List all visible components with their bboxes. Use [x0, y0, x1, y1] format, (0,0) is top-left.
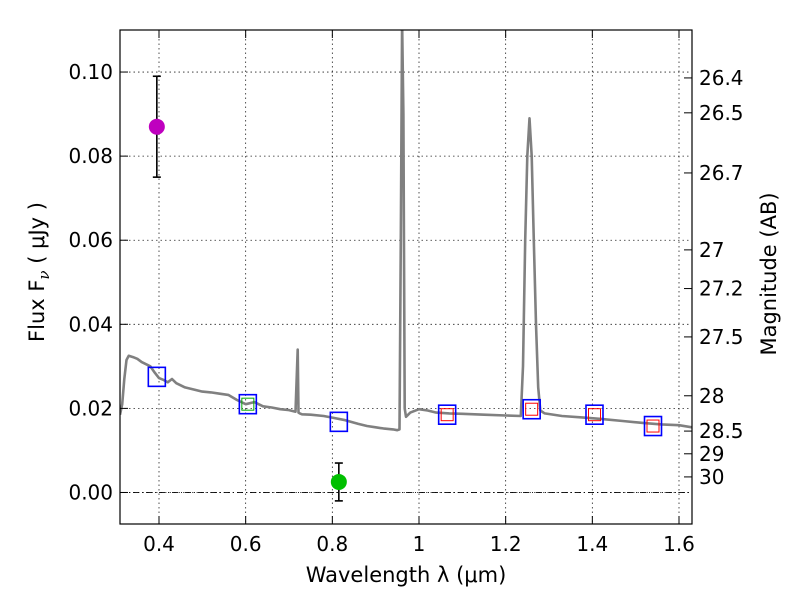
right-axis-title: Magnitude (AB)	[757, 192, 781, 355]
model-box	[437, 404, 457, 425]
model-box-inner	[525, 402, 539, 416]
x-tick-label: 1.2	[490, 532, 522, 556]
right-tick-label: 28	[699, 384, 724, 408]
detection-point	[148, 118, 165, 135]
right-tick-label: 29	[699, 442, 724, 466]
plot-frame	[119, 29, 693, 525]
y-tick-label: 0.00	[68, 480, 113, 504]
marks-layer	[120, 30, 692, 502]
x-tick-label: 1.4	[576, 532, 608, 556]
right-tick-label: 28.5	[699, 419, 744, 443]
x-tick-label: 0.6	[230, 532, 262, 556]
model-box-inner	[440, 408, 454, 422]
model-box	[643, 415, 663, 437]
grid-layer	[120, 30, 692, 524]
model-box-inner	[646, 419, 660, 433]
model-box-inner	[241, 397, 255, 411]
model-box	[147, 366, 167, 388]
y-axis-title-subscript: ν	[35, 270, 53, 279]
y-tick-label: 0.04	[68, 312, 113, 336]
right-tick-label: 27.5	[699, 325, 744, 349]
ticks-layer: 0.4 0.6 0.8 1 1.2 1.4 1.6 0.00 0.02 0.04 0.06 0.08 0…	[68, 30, 744, 556]
model-box	[522, 398, 541, 420]
x-tick-label: 0.4	[143, 532, 175, 556]
y-tick-label: 0.08	[68, 144, 113, 168]
model-box	[329, 411, 349, 433]
y-axis-title: Flux Fν ( μJy )	[25, 202, 53, 342]
right-tick-label: 27.2	[699, 277, 744, 301]
right-tick-label: 26.7	[699, 161, 744, 185]
y-tick-label: 0.02	[68, 396, 113, 420]
x-tick-label: 0.8	[316, 532, 348, 556]
right-tick-label: 26.4	[699, 66, 744, 90]
y-tick-label: 0.10	[68, 60, 113, 84]
x-tick-label: 1	[413, 532, 426, 556]
detection-point	[330, 473, 347, 490]
right-tick-label: 30	[699, 465, 724, 489]
x-axis-title: Wavelength λ (μm)	[306, 563, 507, 587]
right-tick-label: 27	[699, 238, 724, 262]
model-box	[238, 393, 258, 415]
y-tick-label: 0.06	[68, 228, 113, 252]
right-tick-label: 26.5	[699, 101, 744, 125]
x-tick-label: 1.6	[663, 532, 695, 556]
model-box	[585, 404, 604, 425]
spectrum-line	[120, 30, 692, 432]
model-box-inner	[588, 408, 601, 422]
